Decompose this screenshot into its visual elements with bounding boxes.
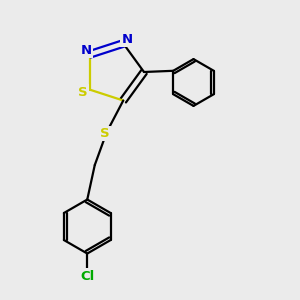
Text: Cl: Cl [80,269,94,283]
Text: N: N [81,44,92,57]
Text: S: S [100,127,110,140]
Text: S: S [78,85,88,98]
Text: N: N [121,33,132,46]
